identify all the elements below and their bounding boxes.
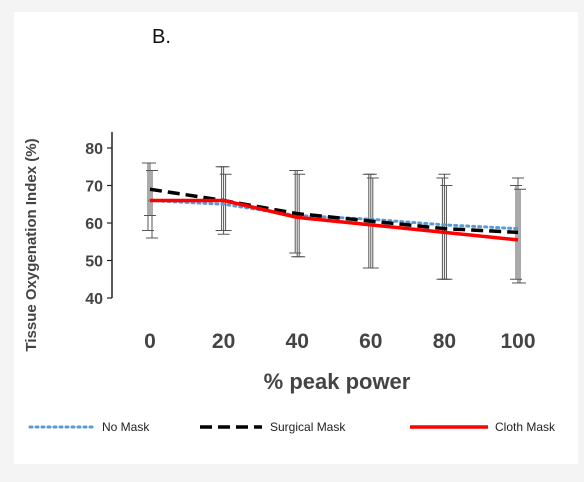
y-ticks: 40 50 60 70 80 bbox=[85, 141, 112, 308]
legend-label: No Mask bbox=[102, 420, 150, 434]
series-line-cloth-mask bbox=[150, 198, 519, 242]
y-axis-label: Tissue Oxygenation Index (%) bbox=[23, 138, 40, 351]
series-line-surgical-mask bbox=[149, 187, 519, 235]
x-tick-label: 40 bbox=[286, 330, 309, 353]
legend: No Mask Surgical Mask Cloth Mask bbox=[28, 420, 556, 434]
y-tick-label: 80 bbox=[85, 141, 103, 158]
y-tick-label: 40 bbox=[85, 291, 103, 308]
y-tick-label: 70 bbox=[85, 179, 103, 196]
axes: 40 50 60 70 80 0 20 40 60 80 100 bbox=[85, 132, 536, 353]
legend-label: Surgical Mask bbox=[270, 420, 346, 434]
legend-label: Cloth Mask bbox=[495, 420, 556, 434]
x-ticks: 0 20 40 60 80 100 bbox=[144, 330, 535, 353]
x-tick-label: 20 bbox=[212, 330, 235, 353]
x-axis-label: % peak power bbox=[264, 369, 411, 394]
y-tick-label: 60 bbox=[85, 216, 103, 233]
panel-label: B. bbox=[152, 26, 171, 48]
x-tick-label: 80 bbox=[433, 330, 456, 353]
series-line-no-mask bbox=[148, 199, 520, 231]
series-lines bbox=[148, 187, 520, 242]
error-bars bbox=[142, 162, 526, 284]
x-tick-label: 0 bbox=[144, 330, 156, 353]
y-tick-label: 50 bbox=[85, 254, 103, 271]
x-tick-label: 60 bbox=[359, 330, 382, 353]
x-tick-label: 100 bbox=[500, 330, 535, 353]
